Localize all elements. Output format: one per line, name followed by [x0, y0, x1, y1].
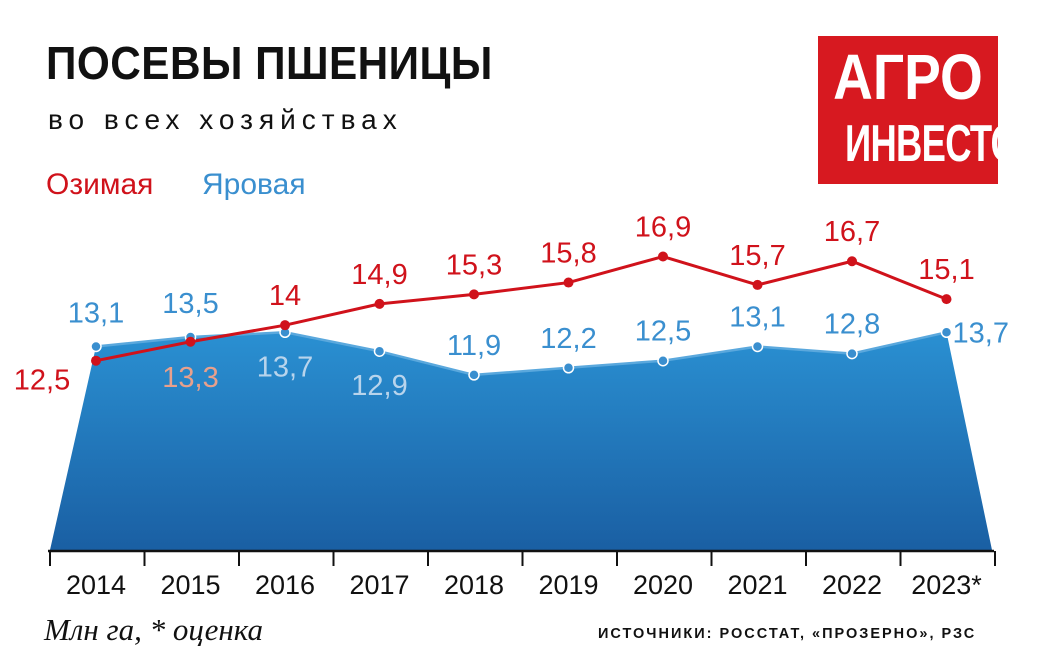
spring-point [940, 326, 953, 339]
source-note: ИСТОЧНИКИ: РОССТАТ, «ПРОЗЕРНО», РЗС [598, 626, 977, 642]
spring-point [468, 369, 480, 381]
winter-line [95, 254, 948, 363]
x-tick-label: 2019 [538, 570, 598, 600]
winter-data-label: 15,7 [729, 240, 785, 272]
x-tick-label: 2017 [349, 570, 409, 600]
winter-data-label: 16,7 [824, 216, 880, 248]
x-tick-label: 2014 [66, 570, 126, 600]
legend-spring: Яровая [202, 168, 306, 201]
spring-data-label: 13,1 [68, 297, 124, 329]
winter-data-label: 15,3 [446, 249, 502, 281]
spring-point [657, 354, 669, 367]
winter-point [941, 294, 952, 305]
winter-data-label: 14,9 [351, 259, 407, 291]
spring-point [751, 340, 764, 353]
winter-data-label: 15,1 [918, 254, 974, 286]
page-subtitle: во всех хозяйствах [48, 104, 403, 135]
winter-point [374, 298, 385, 309]
x-tick-label: 2021 [727, 570, 787, 600]
winter-data-label: 12,5 [14, 365, 70, 397]
winter-point [91, 355, 101, 366]
spring-data-label: 12,8 [824, 309, 880, 341]
spring-data-label: 12,2 [540, 323, 596, 355]
winter-point [469, 289, 479, 300]
page-title: ПОСЕВЫ ПШЕНИЦЫ [46, 37, 493, 89]
winter-data-label: 14 [269, 280, 301, 312]
spring-data-label: 13,5 [162, 288, 218, 320]
spring-data-label: 13,7 [953, 317, 1009, 349]
units-note: Млн га, * оценка [44, 612, 263, 647]
x-tick-label: 2023* [911, 570, 982, 600]
agroinvestor-logo: АГРО ИНВЕСТОР [818, 36, 1040, 184]
spring-point [373, 345, 386, 357]
x-tick-label: 2018 [444, 570, 504, 600]
winter-point [847, 256, 857, 267]
spring-area [50, 332, 992, 550]
winter-data-label: 16,9 [635, 212, 691, 244]
winter-point [752, 279, 763, 290]
spring-point [562, 362, 575, 374]
x-tick-label: 2016 [255, 570, 315, 600]
spring-data-label: 12,9 [351, 370, 407, 402]
legend-winter: Озимая [46, 168, 154, 201]
x-tick-label: 2020 [633, 570, 693, 600]
x-tick-label: 2022 [822, 570, 882, 600]
winter-data-label: 15,8 [540, 238, 596, 270]
winter-point [563, 277, 574, 288]
x-tick-label: 2015 [160, 570, 220, 600]
spring-point [846, 347, 858, 360]
spring-data-label: 13,1 [729, 301, 785, 333]
winter-data-label: 13,3 [162, 362, 218, 394]
winter-point [280, 320, 290, 331]
winter-point [185, 336, 196, 347]
winter-point [658, 251, 668, 262]
spring-data-label: 12,5 [635, 316, 691, 348]
spring-data-label: 11,9 [447, 330, 501, 362]
logo-line-1: АГРО [833, 41, 983, 113]
spring-data-label: 13,7 [257, 351, 313, 383]
spring-point [90, 340, 102, 353]
